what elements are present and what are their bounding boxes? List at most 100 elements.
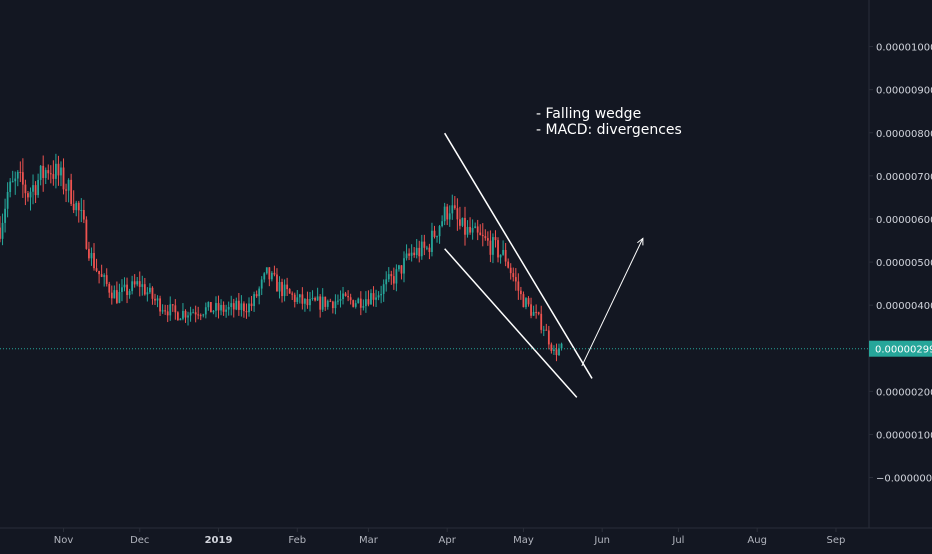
projection-arrow[interactable] xyxy=(581,238,644,367)
drawings-layer xyxy=(444,132,644,398)
candle-up xyxy=(258,286,261,305)
candle-body xyxy=(245,311,248,313)
candle-down xyxy=(171,304,174,312)
candle-down xyxy=(21,158,24,198)
candle-body xyxy=(474,226,477,228)
candle-down xyxy=(453,196,456,210)
candle-body xyxy=(364,299,367,307)
candle-up xyxy=(387,267,390,283)
candle-body xyxy=(476,226,479,233)
candle-body xyxy=(428,247,431,252)
candle-up xyxy=(230,295,233,316)
price-axis[interactable]: 0.00001000 0.00000900 0.00000800 0.00000700… xyxy=(869,43,932,485)
candle-body xyxy=(382,284,385,294)
candle-body xyxy=(265,267,268,274)
candle-up xyxy=(29,187,32,211)
wedge-upper-line[interactable] xyxy=(444,132,593,379)
wedge-lower-line[interactable] xyxy=(444,248,578,398)
candle-down xyxy=(555,343,558,362)
candle-body xyxy=(80,210,83,212)
candle-up xyxy=(311,290,314,301)
last-price-tag: 0.00000299 xyxy=(869,340,932,357)
candle-up xyxy=(169,296,172,321)
candle-body xyxy=(197,314,200,316)
candle-body xyxy=(509,267,512,274)
candle-down xyxy=(400,265,403,280)
candle-down xyxy=(268,267,271,287)
candle-body xyxy=(263,273,266,280)
time-axis-tick-label: Aug xyxy=(747,535,767,546)
candle-down xyxy=(184,309,187,323)
candle-body xyxy=(164,310,167,312)
candle-body xyxy=(108,283,111,293)
candle-body xyxy=(311,297,314,300)
candle-body xyxy=(16,171,19,179)
candle-down xyxy=(47,164,50,180)
candle-body xyxy=(451,205,454,214)
candle-down xyxy=(85,216,88,250)
candle-down xyxy=(329,298,332,303)
price-axis-tick-label: 0.00000200 xyxy=(876,387,932,398)
candle-down xyxy=(497,237,499,263)
candle-down xyxy=(255,290,258,298)
time-axis[interactable]: Nov Dec 2019 Feb Mar Apr May Jun Jul Aug Sep xyxy=(54,528,846,546)
candle-down xyxy=(151,286,154,305)
candle-body xyxy=(98,270,100,275)
candle-body xyxy=(67,179,70,191)
candle-body xyxy=(237,300,240,310)
candle-body xyxy=(0,227,1,239)
candle-body xyxy=(542,329,545,331)
candle-body xyxy=(32,185,34,192)
candle-down xyxy=(446,203,449,226)
candle-up xyxy=(248,297,250,317)
annotation-falling-wedge: - Falling wedge xyxy=(536,106,641,122)
candle-up xyxy=(90,247,93,266)
candle-body xyxy=(540,313,543,330)
candle-body xyxy=(461,217,464,226)
candle-body xyxy=(329,300,332,302)
time-axis-tick-label: 2019 xyxy=(205,535,233,546)
candle-body xyxy=(459,219,461,226)
price-axis-tick-label: 0.00000100 xyxy=(876,430,932,441)
candle-body xyxy=(138,281,141,287)
candle-up xyxy=(296,290,299,305)
candle-body xyxy=(240,303,243,310)
candle-body xyxy=(357,298,360,304)
candle-up xyxy=(410,244,413,262)
candle-body xyxy=(72,203,75,211)
candle-body xyxy=(57,163,60,176)
candle-down xyxy=(469,217,471,235)
candle-body xyxy=(118,292,121,303)
price-axis-tick-label: 0.00000600 xyxy=(876,215,932,226)
candle-body xyxy=(270,272,273,280)
candle-body xyxy=(9,181,12,193)
candle-up xyxy=(4,198,6,233)
candle-down xyxy=(115,281,118,305)
candle-down xyxy=(509,263,512,280)
candle-body xyxy=(34,185,37,196)
candle-up xyxy=(270,271,273,282)
candle-down xyxy=(408,248,410,261)
candle-up xyxy=(161,304,164,314)
candle-body xyxy=(123,284,126,288)
candle-body xyxy=(154,298,156,301)
candle-up xyxy=(263,272,266,283)
candle-up xyxy=(380,285,383,304)
candle-body xyxy=(466,226,469,235)
candle-body xyxy=(504,249,507,262)
candle-down xyxy=(479,224,482,236)
candle-body xyxy=(309,299,311,306)
candle-body xyxy=(387,274,390,280)
candle-down xyxy=(138,271,141,297)
candle-up xyxy=(395,264,398,292)
candle-down xyxy=(222,301,225,316)
candle-body xyxy=(60,167,62,176)
candle-body xyxy=(359,298,362,308)
candle-up xyxy=(235,297,238,311)
candle-down xyxy=(530,297,532,319)
candle-body xyxy=(222,304,225,312)
candle-down xyxy=(301,287,304,310)
candle-body xyxy=(235,300,238,310)
